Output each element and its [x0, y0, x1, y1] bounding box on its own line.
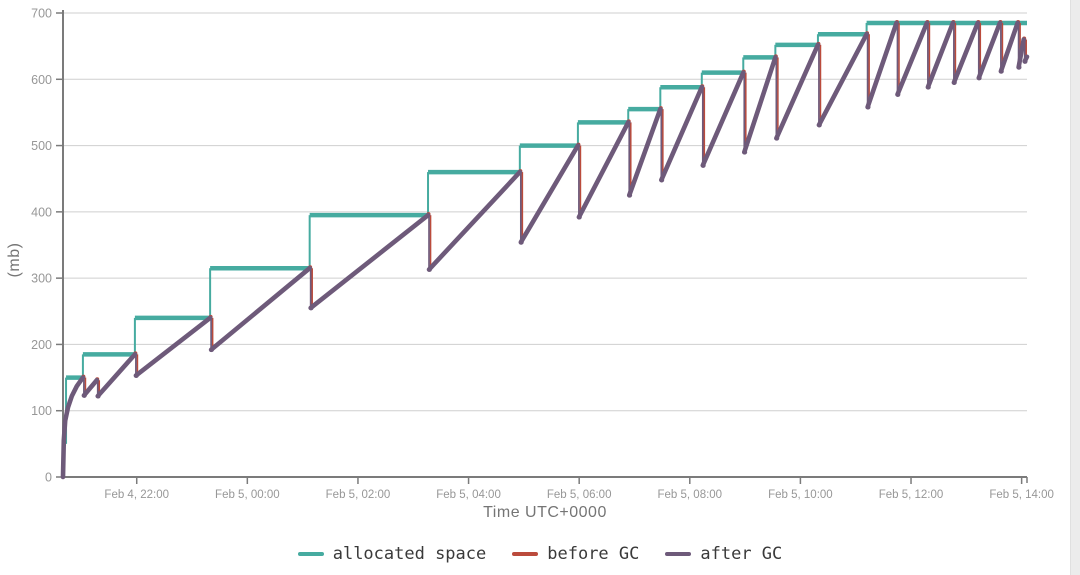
svg-text:Feb 4, 22:00: Feb 4, 22:00 [104, 489, 169, 501]
svg-text:0: 0 [45, 471, 52, 485]
legend: allocated space before GC after GC [0, 544, 1080, 564]
y-axis-title: (mb) [6, 242, 23, 278]
axis-ticks-and-labels: 0 100 200 300 400 500 600 700 Feb 4, 22:00 Feb 5,… [31, 7, 1054, 502]
page-edge-strip [1070, 0, 1080, 575]
legend-item-allocated-space[interactable]: allocated space [297, 544, 487, 564]
svg-text:Feb 5, 06:00: Feb 5, 06:00 [547, 489, 612, 501]
axes [62, 10, 1027, 478]
svg-text:Feb 5, 10:00: Feb 5, 10:00 [768, 489, 833, 501]
svg-text:Feb 5, 00:00: Feb 5, 00:00 [215, 489, 280, 501]
svg-text:Feb 5, 08:00: Feb 5, 08:00 [658, 489, 723, 501]
allocated-space-swatch [297, 552, 324, 556]
legend-label-allocated-space: allocated space [332, 544, 487, 564]
svg-text:Feb 5, 12:00: Feb 5, 12:00 [879, 489, 944, 501]
before-gc-swatch [512, 552, 539, 556]
series-after-gc [60, 20, 1030, 480]
svg-text:200: 200 [31, 338, 52, 352]
svg-text:Feb 5, 14:00: Feb 5, 14:00 [989, 489, 1054, 501]
svg-text:Feb 5, 04:00: Feb 5, 04:00 [436, 489, 501, 501]
legend-item-before-gc[interactable]: before GC [512, 544, 639, 564]
svg-text:500: 500 [31, 139, 52, 153]
svg-text:600: 600 [31, 73, 52, 87]
svg-text:700: 700 [31, 7, 52, 21]
gridlines [63, 12, 1027, 412]
after-gc-swatch [665, 552, 692, 556]
svg-text:400: 400 [31, 205, 52, 219]
svg-text:100: 100 [31, 404, 52, 418]
svg-text:Feb 5, 02:00: Feb 5, 02:00 [326, 489, 391, 501]
x-axis-title: Time UTC+0000 [483, 504, 607, 521]
legend-label-before-gc: before GC [547, 544, 640, 564]
series-allocated-space [63, 20, 1027, 463]
legend-label-after-gc: after GC [700, 544, 783, 564]
legend-item-after-gc[interactable]: after GC [665, 544, 782, 564]
svg-text:300: 300 [31, 272, 52, 286]
